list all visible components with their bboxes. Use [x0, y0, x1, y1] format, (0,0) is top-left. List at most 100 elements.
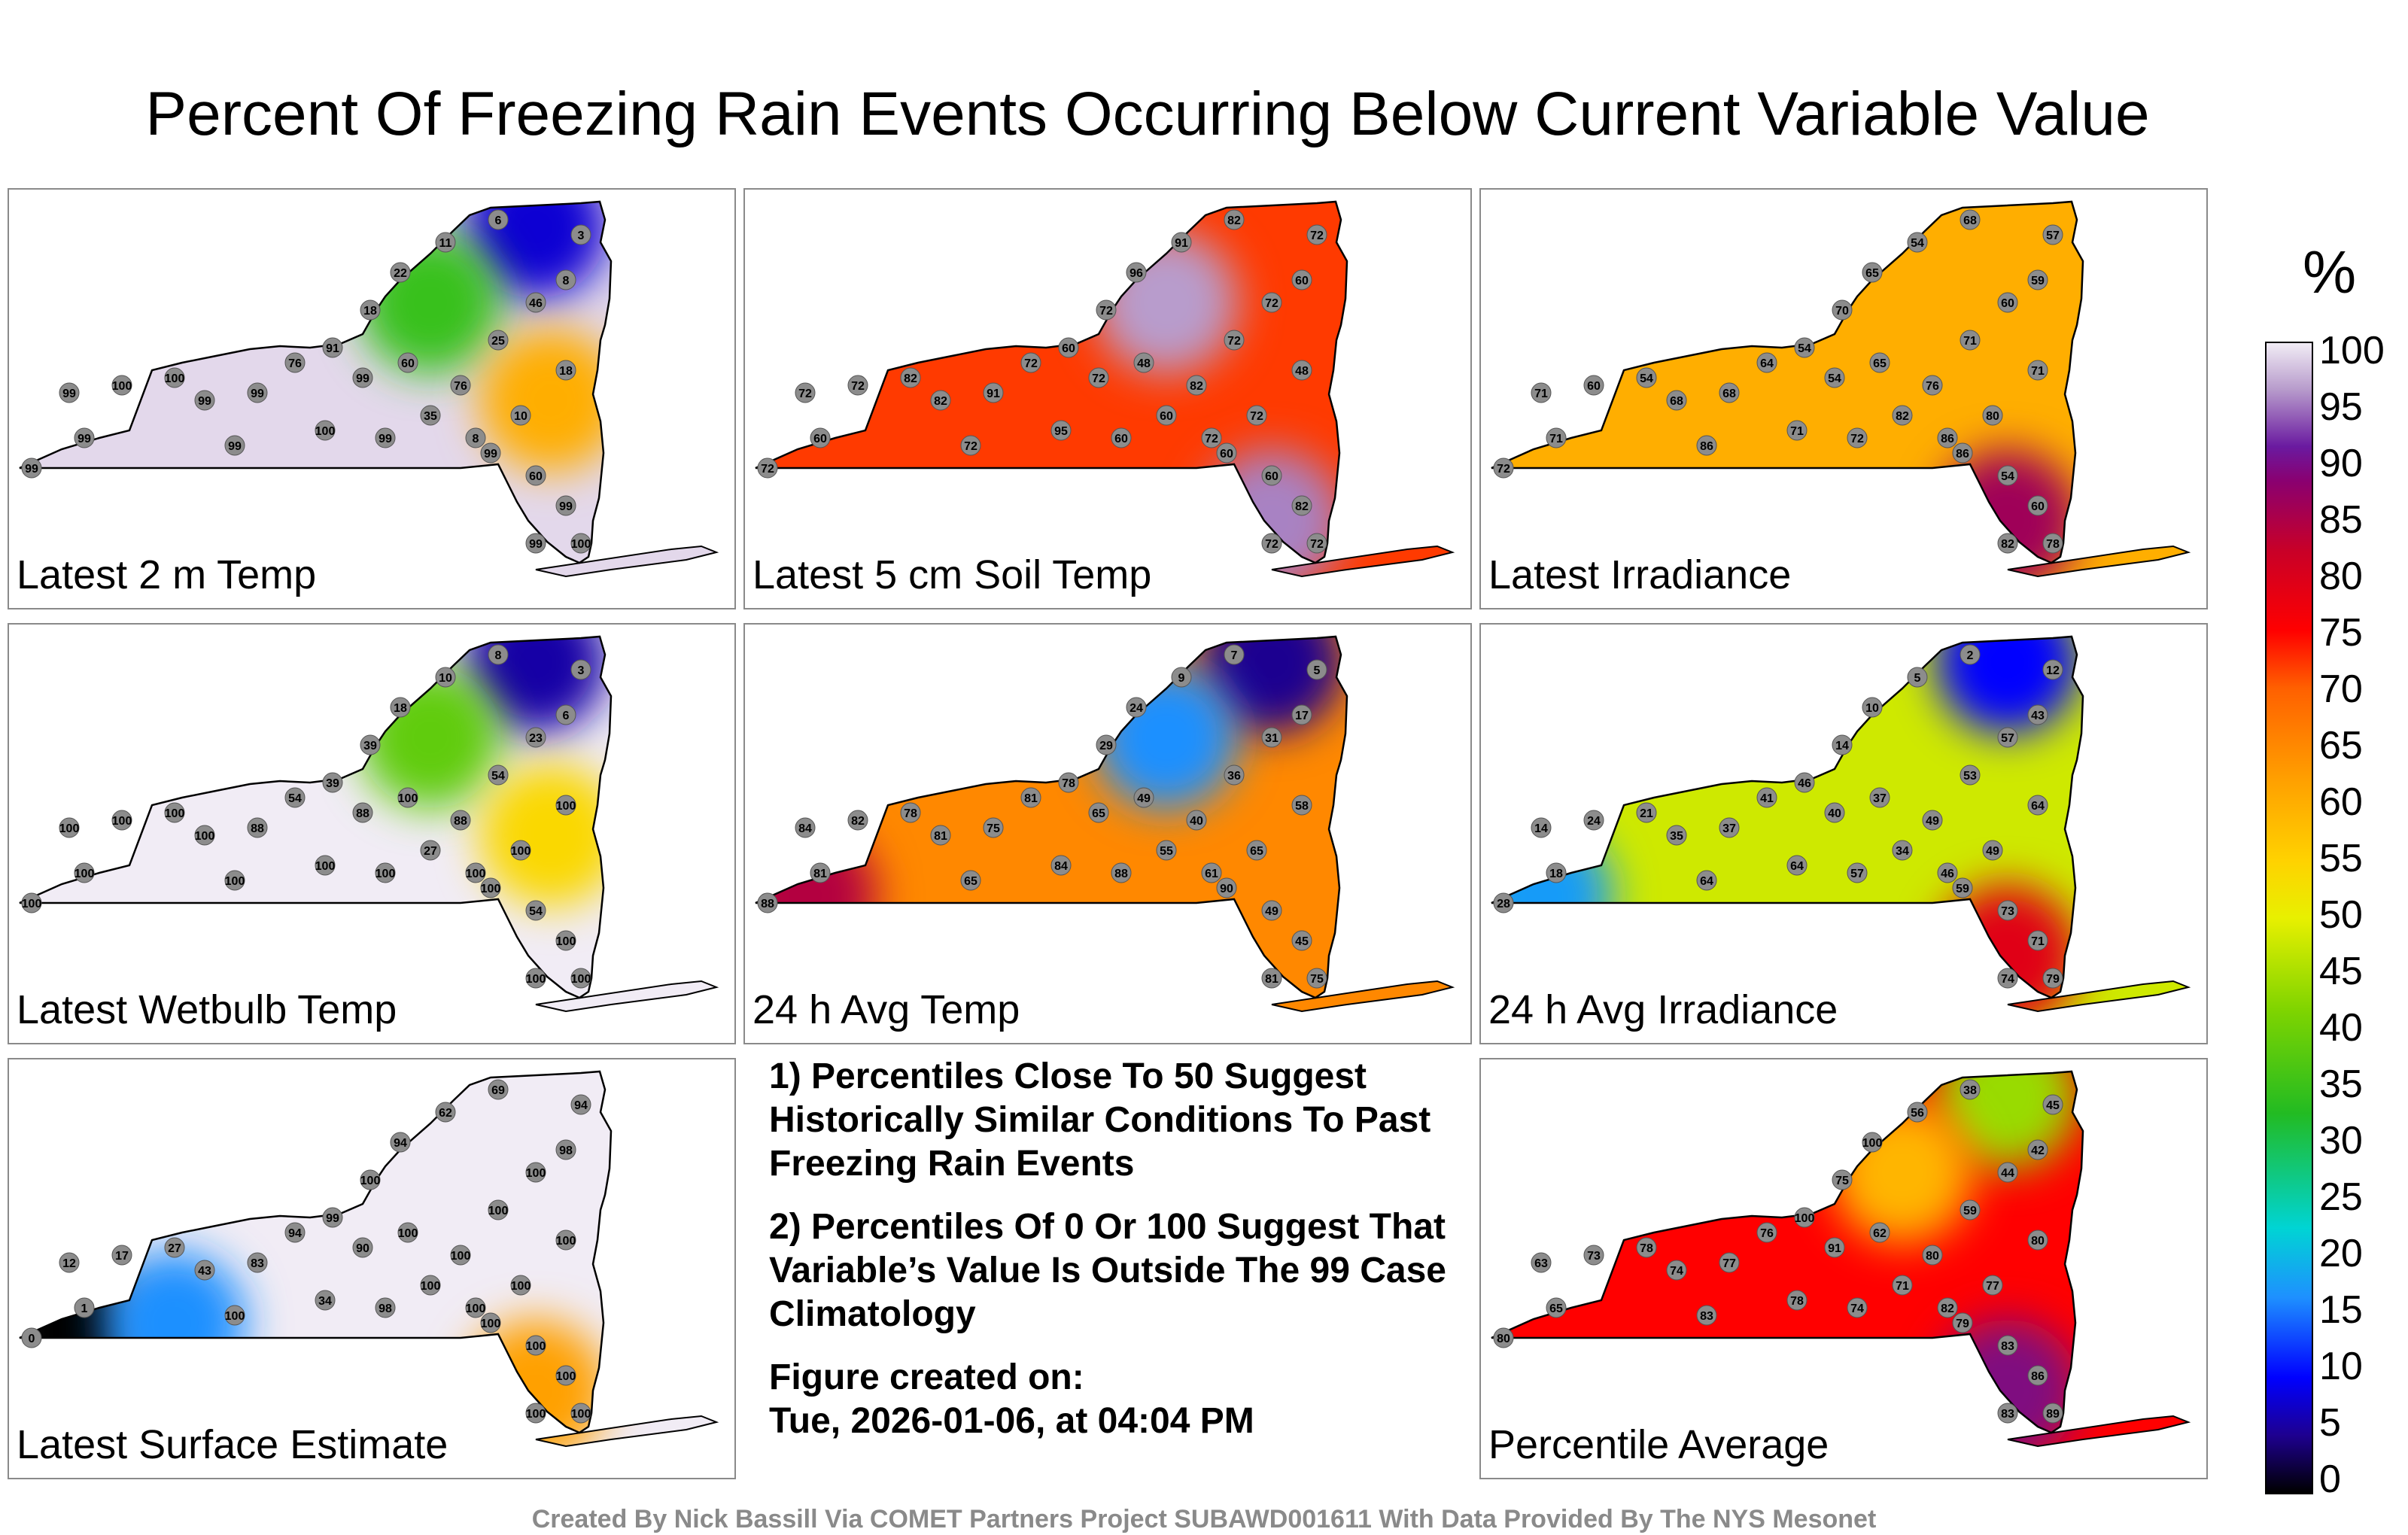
station-value: 82 [1941, 1302, 1954, 1315]
station-marker [900, 802, 921, 823]
station-value: 100 [22, 898, 42, 910]
station-value: 90 [356, 1242, 369, 1255]
station-value: 44 [2001, 1167, 2014, 1180]
station-value: 40 [1190, 815, 1203, 828]
station-marker [1186, 810, 1207, 831]
station-value: 99 [251, 388, 264, 400]
station-marker [1719, 382, 1740, 403]
station-marker [1952, 877, 1973, 898]
station-marker [1832, 299, 1853, 321]
map-base-fill [756, 202, 1452, 576]
station-marker [525, 1162, 546, 1183]
station-marker [1862, 262, 1883, 283]
station-marker [420, 1275, 441, 1296]
map-svg: 28 18 14 24 21 35 37 41 46 40 37 49 53 57 43 12 2 5 10 14 34… [1491, 635, 2191, 1013]
station-value: 82 [2001, 538, 2014, 551]
station-marker [1050, 420, 1072, 441]
station-value: 99 [356, 372, 369, 385]
station-marker [390, 262, 411, 283]
station-marker [2042, 968, 2063, 989]
station-value: 71 [1534, 388, 1548, 400]
colorbar-tick-label: 15 [2319, 1288, 2363, 1332]
station-marker [525, 1403, 546, 1424]
station-marker [757, 892, 778, 913]
long-island-outline [2007, 980, 2191, 1013]
station-marker [1997, 465, 2018, 486]
station-marker [194, 825, 215, 846]
map-svg: 0 1 12 17 27 43 83 94 99 90 100 100 100 100 98 94 69 62 94… [19, 1070, 719, 1448]
station-value: 88 [761, 898, 774, 910]
station-value: 100 [165, 807, 185, 820]
station-marker [375, 427, 396, 448]
station-value: 48 [1137, 357, 1151, 370]
station-marker [224, 1305, 245, 1326]
station-marker [435, 667, 456, 688]
panel-label: Latest 2 m Temp [17, 552, 317, 597]
station-marker [1794, 772, 1815, 793]
station-value: 65 [964, 875, 977, 888]
colorbar-tick-label: 95 [2319, 385, 2363, 429]
station-value: 91 [1828, 1242, 1841, 1255]
state-outline [19, 635, 613, 999]
station-marker [111, 810, 132, 831]
station-value: 75 [987, 822, 1000, 835]
station-marker [1246, 840, 1267, 861]
station-marker [1156, 840, 1177, 861]
station-value: 9 [1178, 672, 1185, 685]
station-value: 27 [168, 1242, 181, 1255]
station-value: 24 [1587, 815, 1601, 828]
colorbar-tick-label: 70 [2319, 667, 2363, 711]
station-marker [1088, 802, 1109, 823]
station-marker [1922, 810, 1943, 831]
station-value: 46 [1941, 868, 1954, 880]
station-value: 91 [987, 388, 1000, 400]
station-marker [322, 1207, 343, 1228]
map-field [20, 202, 716, 576]
station-marker [284, 1222, 306, 1243]
station-marker [1786, 855, 1808, 876]
station-value: 99 [228, 440, 242, 453]
station-marker [525, 968, 546, 989]
station-value: 82 [904, 372, 917, 385]
station-value: 72 [851, 380, 865, 393]
station-marker [2042, 1403, 2063, 1424]
station-marker [315, 420, 336, 441]
station-value: 56 [1911, 1107, 1924, 1120]
station-value: 76 [1760, 1227, 1774, 1240]
station-value: 60 [1114, 433, 1128, 445]
station-value: 71 [1790, 425, 1804, 438]
colorbar-tick-label: 75 [2319, 611, 2363, 655]
station-value: 98 [379, 1302, 392, 1315]
station-marker [488, 1079, 509, 1100]
station-marker [1862, 697, 1883, 718]
map-field [1491, 1071, 2188, 1446]
station-value: 60 [813, 433, 827, 445]
station-marker [510, 840, 531, 861]
station-marker [1832, 734, 1853, 755]
station-marker [1636, 367, 1657, 388]
station-marker [1493, 457, 1514, 479]
station-value: 8 [495, 649, 502, 662]
station-value: 72 [1310, 229, 1324, 242]
station-marker [1922, 375, 1943, 396]
station-value: 91 [326, 342, 339, 355]
station-marker [488, 1199, 509, 1220]
station-value: 12 [62, 1257, 76, 1270]
station-value: 86 [1941, 433, 1954, 445]
station-marker [21, 457, 42, 479]
station-marker [1960, 644, 1981, 665]
station-marker [847, 375, 868, 396]
station-marker [465, 1297, 486, 1318]
station-marker [360, 1169, 381, 1190]
explanatory-notes: 1) Percentiles Close To 50 Suggest Histo… [769, 1055, 1476, 1443]
station-marker [397, 1222, 418, 1243]
station-marker [1952, 1312, 1973, 1333]
map-base-fill [756, 637, 1452, 1011]
station-marker [1756, 1222, 1777, 1243]
station-marker [525, 465, 546, 486]
station-value: 61 [1205, 868, 1218, 880]
station-value: 83 [1700, 1310, 1713, 1323]
station-value: 100 [556, 1370, 576, 1383]
map-field [1491, 637, 2188, 1011]
station-value: 46 [529, 297, 543, 310]
